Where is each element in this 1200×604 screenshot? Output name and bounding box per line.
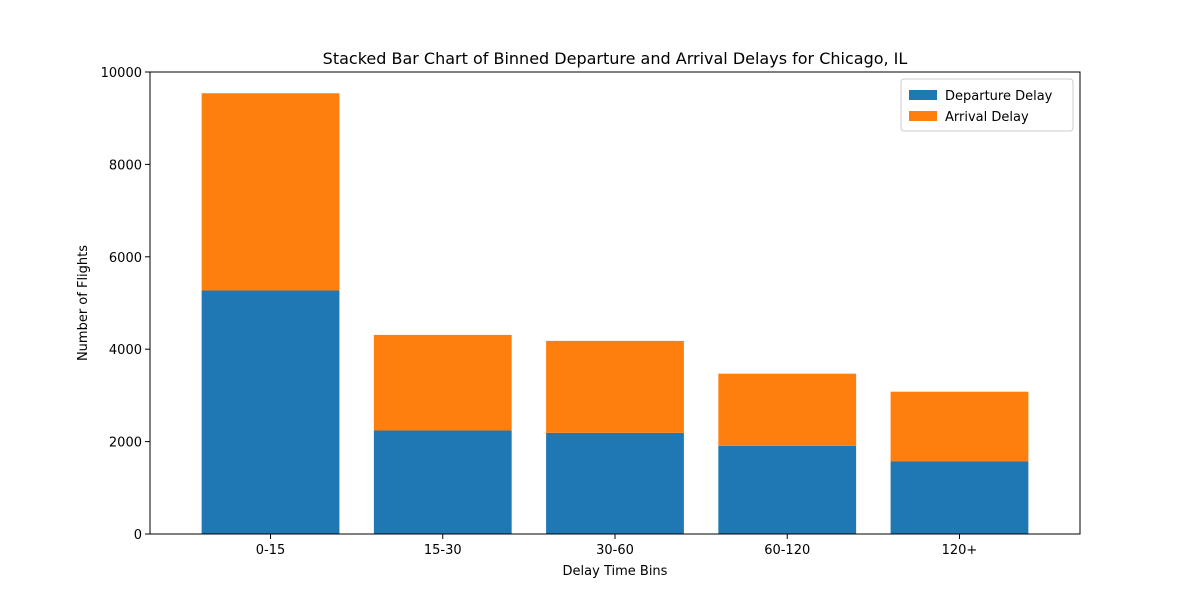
x-tick-label: 0-15	[256, 543, 286, 558]
bar-arrival-delay-0	[201, 93, 340, 291]
y-tick-label: 6000	[109, 251, 142, 266]
x-tick-label: 60-120	[764, 543, 810, 558]
chart-title: Stacked Bar Chart of Binned Departure an…	[323, 49, 908, 68]
y-axis-label: Number of Flights	[76, 245, 91, 361]
bar-departure-delay-1	[373, 430, 512, 534]
bar-arrival-delay-2	[546, 340, 684, 433]
bars-group	[201, 93, 1029, 534]
y-tick-label: 10000	[101, 66, 142, 81]
bar-arrival-delay-3	[718, 373, 857, 446]
bar-departure-delay-2	[546, 432, 684, 534]
bar-departure-delay-4	[890, 461, 1029, 534]
y-tick-label: 2000	[109, 436, 142, 451]
bar-arrival-delay-1	[373, 334, 512, 431]
bar-arrival-delay-4	[890, 391, 1029, 462]
bar-departure-delay-0	[201, 290, 340, 534]
x-axis: 0-15 15-30 30-60 60-120 120+	[256, 534, 978, 558]
legend-label: Departure Delay	[945, 89, 1053, 104]
bar-departure-delay-3	[718, 445, 857, 534]
y-tick-label: 4000	[109, 343, 142, 358]
legend-label: Arrival Delay	[945, 110, 1029, 125]
y-tick-label: 0	[134, 528, 142, 543]
y-tick-label: 8000	[109, 158, 142, 173]
legend-swatch	[909, 90, 937, 100]
legend-swatch	[909, 111, 937, 121]
y-axis: 0 2000 4000 6000 8000 10000	[101, 66, 150, 543]
x-tick-label: 15-30	[424, 543, 462, 558]
legend-box	[900, 78, 1074, 132]
x-tick-label: 30-60	[596, 543, 634, 558]
x-axis-label: Delay Time Bins	[563, 564, 668, 579]
legend: Departure Delay Arrival Delay	[900, 78, 1074, 132]
x-tick-label: 120+	[942, 543, 978, 558]
